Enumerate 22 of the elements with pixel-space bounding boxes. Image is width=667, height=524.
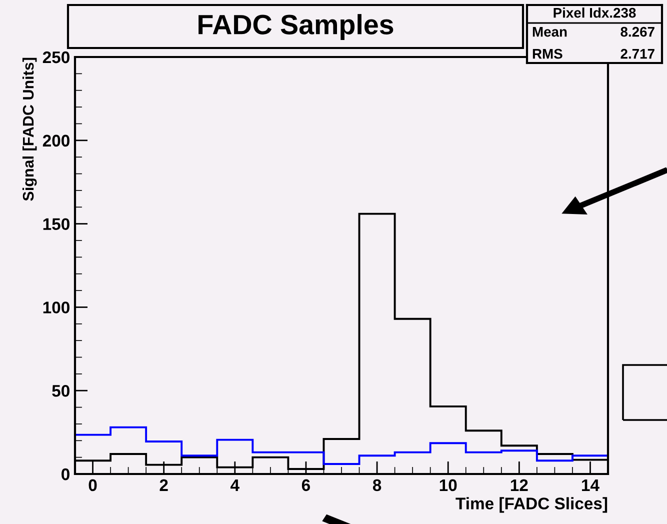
chart-title: FADC Samples: [198, 14, 394, 40]
x-tick-label: 6: [302, 479, 310, 492]
x-tick-label: 4: [230, 479, 240, 491]
x-tick-label: 14: [582, 479, 600, 491]
annotation: RMS: [532, 48, 562, 59]
text: Mean: [532, 27, 567, 37]
y-tick-label: 250: [42, 51, 70, 64]
y-tick-label: 200: [42, 134, 70, 147]
x-tick-label: 10: [440, 479, 457, 492]
x-tick-label: 2: [160, 479, 168, 491]
y-tick-label: 50: [52, 385, 70, 397]
x-tick-label: 0: [88, 479, 97, 492]
y-tick-label: 0: [62, 468, 70, 480]
x-tick-label: 12: [510, 479, 528, 491]
text: 8.267: [620, 26, 654, 37]
y-tick-label: 150: [43, 218, 70, 230]
y-axis-title: Signal [FADC Units]: [22, 58, 37, 201]
y-tick-label: 100: [43, 302, 70, 314]
text: Pixel Idx.238: [554, 8, 636, 18]
x-axis-title: Time [FADC Slices]: [456, 497, 608, 513]
text: 2.717: [620, 48, 654, 59]
x-tick-label: 8: [372, 479, 382, 492]
